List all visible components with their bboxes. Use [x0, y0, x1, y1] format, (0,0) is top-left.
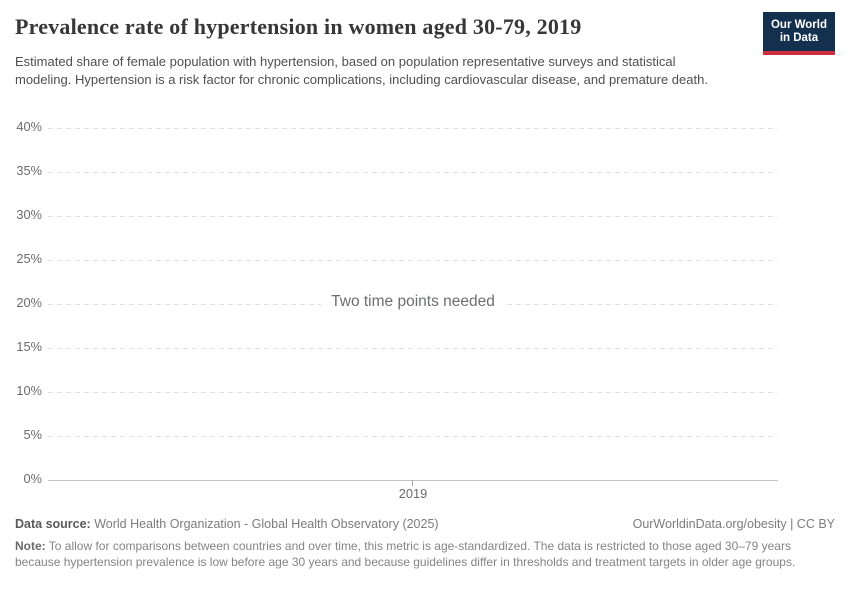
- y-axis-tick-label: 20%: [16, 295, 42, 310]
- owid-logo-line1: Our World: [770, 19, 827, 31]
- gridline: [48, 172, 778, 173]
- y-axis-tick-label: 25%: [16, 251, 42, 266]
- y-axis-tick-label: 30%: [16, 207, 42, 222]
- x-axis-tick: [412, 480, 413, 486]
- gridline: [48, 348, 778, 349]
- empty-chart-message-wrap: Two time points needed: [48, 293, 778, 311]
- license-link[interactable]: OurWorldinData.org/obesity | CC BY: [632, 517, 835, 531]
- owid-logo[interactable]: Our World in Data: [762, 12, 835, 55]
- data-source-label: Data source:: [15, 517, 91, 531]
- footer-source-row: Data source: World Health Organization -…: [15, 517, 835, 531]
- data-source: Data source: World Health Organization -…: [15, 517, 439, 531]
- y-axis-tick-label: 10%: [16, 383, 42, 398]
- footnote: Note: To allow for comparisons between c…: [15, 538, 837, 570]
- x-axis-line: [48, 480, 778, 481]
- gridline: [48, 260, 778, 261]
- empty-chart-message: Two time points needed: [321, 293, 505, 311]
- owid-logo-box: Our World in Data: [762, 12, 835, 51]
- gridline: [48, 392, 778, 393]
- owid-logo-red-bar: [762, 51, 835, 55]
- y-axis-tick-label: 15%: [16, 339, 42, 354]
- y-axis-tick-label: 5%: [23, 427, 43, 442]
- data-source-text: World Health Organization - Global Healt…: [90, 517, 439, 531]
- page-title: Prevalence rate of hypertension in women…: [15, 14, 582, 39]
- gridline: [48, 128, 778, 129]
- footnote-text: To allow for comparisons between countri…: [15, 539, 796, 569]
- owid-logo-line2: in Data: [779, 32, 819, 44]
- gridline: [48, 216, 778, 217]
- y-axis-tick-label: 0%: [23, 471, 43, 486]
- gridline: [48, 436, 778, 437]
- x-axis-tick-label: 2019: [398, 486, 428, 501]
- footnote-label: Note:: [15, 539, 46, 553]
- y-axis-tick-label: 40%: [16, 119, 42, 134]
- y-axis-tick-label: 35%: [16, 163, 42, 178]
- chart-subtitle: Estimated share of female population wit…: [15, 54, 708, 87]
